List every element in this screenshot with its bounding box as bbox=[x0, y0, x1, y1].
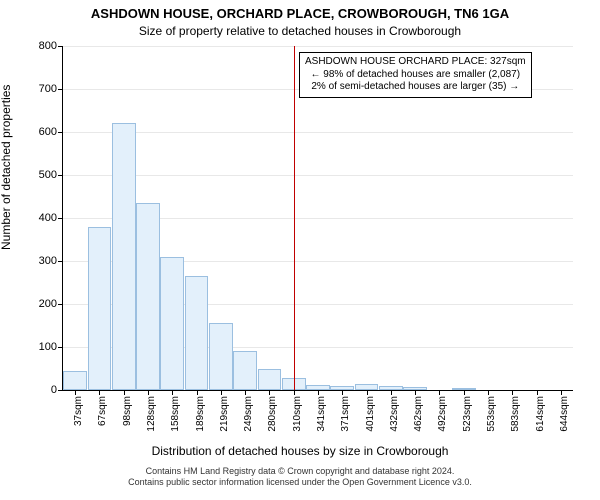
x-tick-mark bbox=[464, 390, 465, 395]
x-tick-label: 67sqm bbox=[97, 396, 108, 426]
x-tick-mark bbox=[99, 390, 100, 395]
x-tick-mark bbox=[221, 390, 222, 395]
bar bbox=[209, 323, 233, 390]
x-tick-label: 249sqm bbox=[243, 396, 254, 432]
footer-line-1: Contains HM Land Registry data © Crown c… bbox=[0, 466, 600, 477]
x-tick-label: 401sqm bbox=[365, 396, 376, 432]
x-tick-mark bbox=[391, 390, 392, 395]
x-tick-mark bbox=[269, 390, 270, 395]
bar bbox=[160, 257, 184, 390]
x-tick-label: 492sqm bbox=[437, 396, 448, 432]
chart-title: ASHDOWN HOUSE, ORCHARD PLACE, CROWBOROUG… bbox=[0, 6, 600, 21]
footer-attribution: Contains HM Land Registry data © Crown c… bbox=[0, 466, 600, 489]
x-tick-mark bbox=[124, 390, 125, 395]
x-tick-label: 462sqm bbox=[413, 396, 424, 432]
x-tick-label: 189sqm bbox=[195, 396, 206, 432]
annotation-line-2: ← 98% of detached houses are smaller (2,… bbox=[305, 69, 526, 82]
annotation-line-3: 2% of semi-detached houses are larger (3… bbox=[305, 81, 526, 94]
y-tick-label: 500 bbox=[39, 169, 63, 181]
x-tick-label: 644sqm bbox=[559, 396, 570, 432]
x-tick-mark bbox=[537, 390, 538, 395]
x-tick-label: 614sqm bbox=[535, 396, 546, 432]
x-tick-label: 523sqm bbox=[462, 396, 473, 432]
bars-layer bbox=[63, 46, 573, 390]
y-tick-label: 200 bbox=[39, 298, 63, 310]
x-tick-mark bbox=[439, 390, 440, 395]
x-tick-label: 371sqm bbox=[340, 396, 351, 432]
bar bbox=[258, 369, 282, 391]
x-tick-label: 432sqm bbox=[389, 396, 400, 432]
x-tick-label: 98sqm bbox=[122, 396, 133, 426]
x-axis-label: Distribution of detached houses by size … bbox=[0, 444, 600, 458]
y-tick-label: 400 bbox=[39, 212, 63, 224]
x-tick-label: 341sqm bbox=[316, 396, 327, 432]
annotation-line-1: ASHDOWN HOUSE ORCHARD PLACE: 327sqm bbox=[305, 56, 526, 69]
bar bbox=[112, 123, 136, 390]
chart-container: ASHDOWN HOUSE, ORCHARD PLACE, CROWBOROUG… bbox=[0, 0, 600, 500]
x-tick-mark bbox=[512, 390, 513, 395]
x-tick-label: 37sqm bbox=[73, 396, 84, 426]
y-tick-label: 100 bbox=[39, 341, 63, 353]
x-tick-mark bbox=[75, 390, 76, 395]
y-axis-label: Number of detached properties bbox=[0, 85, 13, 250]
bar bbox=[63, 371, 87, 390]
x-tick-label: 280sqm bbox=[267, 396, 278, 432]
bar bbox=[136, 203, 160, 390]
y-tick-label: 800 bbox=[39, 40, 63, 52]
x-tick-mark bbox=[245, 390, 246, 395]
chart-subtitle: Size of property relative to detached ho… bbox=[0, 24, 600, 38]
bar bbox=[88, 227, 112, 390]
x-tick-mark bbox=[172, 390, 173, 395]
x-tick-mark bbox=[294, 390, 295, 395]
y-tick-label: 0 bbox=[51, 384, 63, 396]
x-tick-mark bbox=[342, 390, 343, 395]
y-tick-label: 300 bbox=[39, 255, 63, 267]
annotation-box: ASHDOWN HOUSE ORCHARD PLACE: 327sqm ← 98… bbox=[299, 52, 532, 98]
y-tick-label: 600 bbox=[39, 126, 63, 138]
x-tick-label: 158sqm bbox=[170, 396, 181, 432]
x-tick-mark bbox=[318, 390, 319, 395]
x-tick-label: 128sqm bbox=[146, 396, 157, 432]
x-tick-mark bbox=[415, 390, 416, 395]
x-tick-mark bbox=[561, 390, 562, 395]
x-tick-mark bbox=[148, 390, 149, 395]
y-tick-label: 700 bbox=[39, 83, 63, 95]
plot-area: ASHDOWN HOUSE ORCHARD PLACE: 327sqm ← 98… bbox=[62, 46, 573, 391]
bar bbox=[185, 276, 209, 390]
x-tick-label: 219sqm bbox=[219, 396, 230, 432]
x-tick-mark bbox=[197, 390, 198, 395]
x-tick-mark bbox=[488, 390, 489, 395]
reference-line bbox=[294, 46, 295, 390]
footer-line-2: Contains public sector information licen… bbox=[0, 477, 600, 488]
x-tick-label: 310sqm bbox=[292, 396, 303, 432]
x-tick-label: 553sqm bbox=[486, 396, 497, 432]
x-tick-mark bbox=[367, 390, 368, 395]
x-tick-label: 583sqm bbox=[510, 396, 521, 432]
bar bbox=[233, 351, 257, 390]
